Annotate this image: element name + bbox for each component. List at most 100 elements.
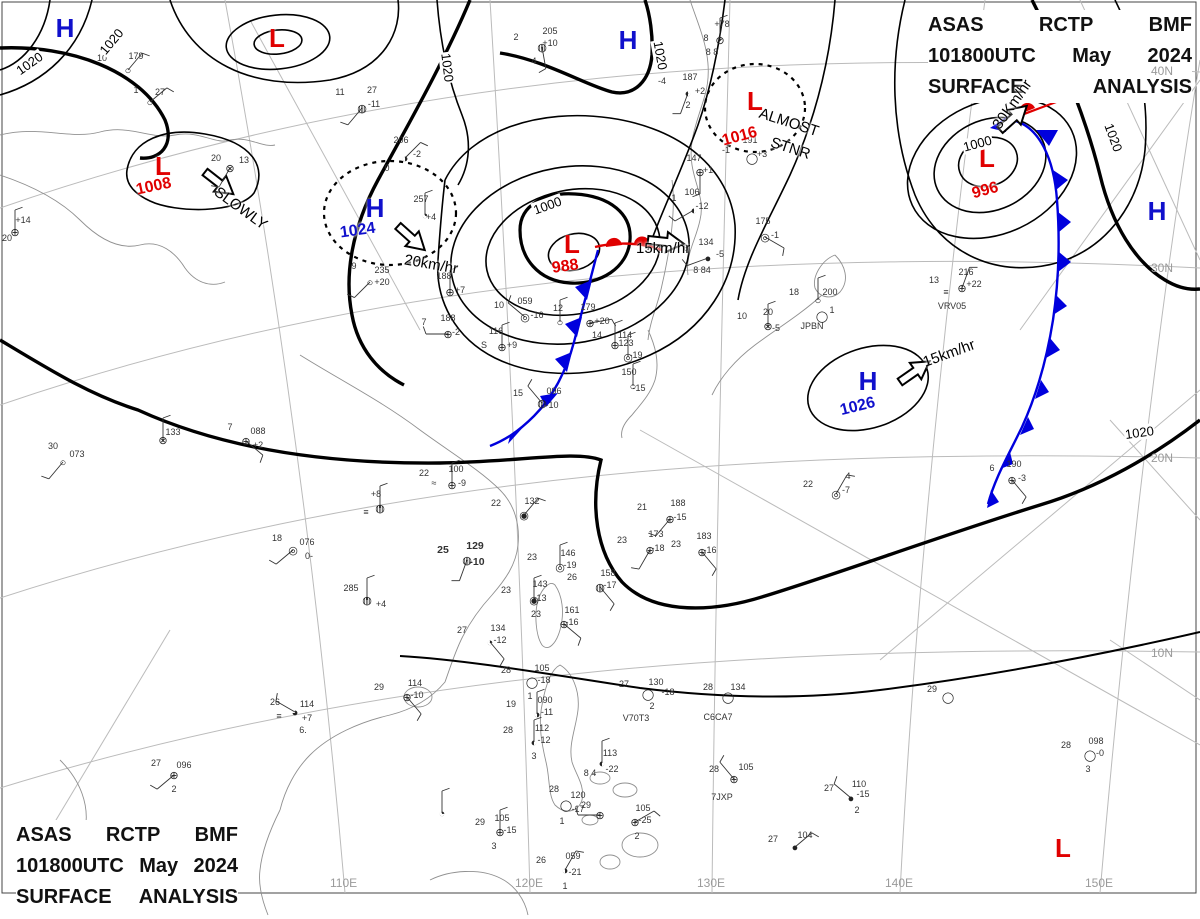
wind-barb-feather-icon <box>451 459 460 464</box>
station-value-label: 2 <box>649 701 654 711</box>
wind-barb-feather-icon <box>601 737 610 742</box>
station-value-label: -12 <box>695 201 708 211</box>
station-value-label: 096 <box>176 760 191 770</box>
station-value-label: 26 <box>567 572 577 582</box>
station-value-label: 23 <box>501 585 511 595</box>
station-value-label: 22 <box>491 498 501 508</box>
station-value-label: -17 <box>571 804 584 814</box>
station-circle-icon: ⊕ <box>495 827 504 839</box>
station-value-label: 14 <box>592 330 602 340</box>
station-value-label: 059 <box>565 851 580 861</box>
wind-barb-feather-icon <box>533 716 542 721</box>
station-plot: ○ 10 179 <box>97 51 150 77</box>
station-value-label: 8 8 <box>706 47 719 57</box>
station-value-label: -18 <box>651 543 664 553</box>
station-plot: ⊕ 13 216 +22 ≡ VRV05 <box>929 266 982 311</box>
station-value-label: 104 <box>797 830 812 840</box>
station-value-label: 6 <box>989 463 994 473</box>
wind-barb-icon <box>48 461 64 480</box>
station-circle-icon: ⊘ <box>715 35 724 47</box>
station-circle-icon: ◍ <box>537 398 547 410</box>
station-plot: ⊕ 6 190 -3 <box>989 459 1027 505</box>
station-circle-icon: ⊕ <box>497 342 506 354</box>
station-value-label: +20 <box>594 316 609 326</box>
station-value-label: +7 <box>302 713 312 723</box>
station-value-label: -15 <box>673 512 686 522</box>
station-circle-icon: ◔ <box>487 637 494 649</box>
wind-barb-feather-icon <box>501 321 510 326</box>
wind-barb-icon <box>564 850 577 871</box>
station-value-label: 2 <box>171 784 176 794</box>
station-value-label: 235 <box>374 265 389 275</box>
station-value-label: -1 <box>771 230 779 240</box>
station-value-label: 29 <box>927 684 937 694</box>
station-value-label: 076 <box>299 537 314 547</box>
station-value-label: 7JXP <box>711 792 733 802</box>
station-circle-icon: ◎ <box>520 312 530 324</box>
station-value-label: -16 <box>530 310 543 320</box>
station-value-label: 098 <box>1088 736 1103 746</box>
station-circle-icon: ◉ <box>519 510 529 522</box>
station-plot: ⊗133 <box>158 414 181 447</box>
station-circle-icon: ◎ <box>623 352 633 364</box>
station-circle-icon: ◍ <box>537 42 547 54</box>
station-circle-icon: ◐ <box>531 737 538 749</box>
station-value-label: 28 <box>703 682 713 692</box>
station-circle-icon: ◍ <box>595 582 605 594</box>
wind-barb-feather-icon <box>366 574 375 579</box>
wind-barb-feather-icon <box>767 300 776 305</box>
station-value-label: 173 <box>648 529 663 539</box>
station-circle-icon: ◯ <box>642 689 654 701</box>
station-value-label: 4 <box>531 56 536 66</box>
station-value-label: +8 <box>371 489 381 499</box>
wind-barb-icon <box>599 586 615 605</box>
station-plot: ⊕ 147+1 <box>686 153 713 198</box>
low-1016-dashed-contour <box>703 62 807 154</box>
station-value-label: -12 <box>493 635 506 645</box>
station-value-label: 191 <box>742 135 757 145</box>
station-value-label: 7 <box>227 422 232 432</box>
station-plot: ⊕ 7 088 +2 <box>227 422 266 463</box>
station-value-label: -18 <box>661 687 674 697</box>
station-plot: ◎ 175-1 <box>755 216 785 256</box>
station-plot: ⊕ 188 +7 <box>436 266 465 299</box>
station-plot: ◉ 22 132 <box>491 496 546 522</box>
wind-barb-icon <box>719 761 735 780</box>
station-value-label: -19 <box>629 350 642 360</box>
station-plot: ◔ 257 +4 <box>413 189 436 222</box>
station-circle-icon: ● <box>848 793 855 805</box>
wind-barb-feather-icon <box>681 259 688 266</box>
station-value-label: 19 <box>506 699 516 709</box>
wind-barb-icon <box>245 440 264 456</box>
station-value-label: 3 <box>1085 764 1090 774</box>
station-circle-icon: ⊕ <box>241 436 250 448</box>
station-value-label: 1 <box>562 881 567 891</box>
station-circle-icon: ◎ <box>831 489 841 501</box>
station-value-label: JPBN <box>800 321 823 331</box>
station-value-label: 105 <box>738 762 753 772</box>
station-value-label: 27 <box>155 87 165 97</box>
station-value-label: 30 <box>48 441 58 451</box>
station-value-label: 200 <box>822 287 837 297</box>
wind-barb-feather-icon <box>817 274 826 279</box>
station-value-label: 27 <box>619 679 629 689</box>
station-value-label: -2 <box>413 149 421 159</box>
wind-barb-feather-icon <box>614 319 623 324</box>
station-plot: ○30 073 <box>41 441 85 480</box>
station-value-label: 1 <box>559 816 564 826</box>
station-circle-icon: ⊕ <box>443 329 452 341</box>
wind-barb-feather-icon <box>537 497 546 502</box>
station-plot: ◯ 27 130-18 2 V70T3 <box>619 677 675 723</box>
station-value-label: 21 <box>637 502 647 512</box>
station-plot: ◎ 18 076 0- <box>268 533 315 565</box>
station-plot: ⊘ +78 8 8 8 <box>703 14 730 57</box>
wind-barb-feather-icon <box>166 87 175 93</box>
station-value-label: 096 <box>546 386 561 396</box>
station-value-label: 20 <box>763 307 773 317</box>
station-value-label: 28 <box>549 784 559 794</box>
station-value-label: 8 <box>703 33 708 43</box>
station-plot: ⊕ 23 173 -18 <box>617 529 665 570</box>
station-value-label: -5 <box>772 323 780 333</box>
station-value-label: -13 <box>533 593 546 603</box>
